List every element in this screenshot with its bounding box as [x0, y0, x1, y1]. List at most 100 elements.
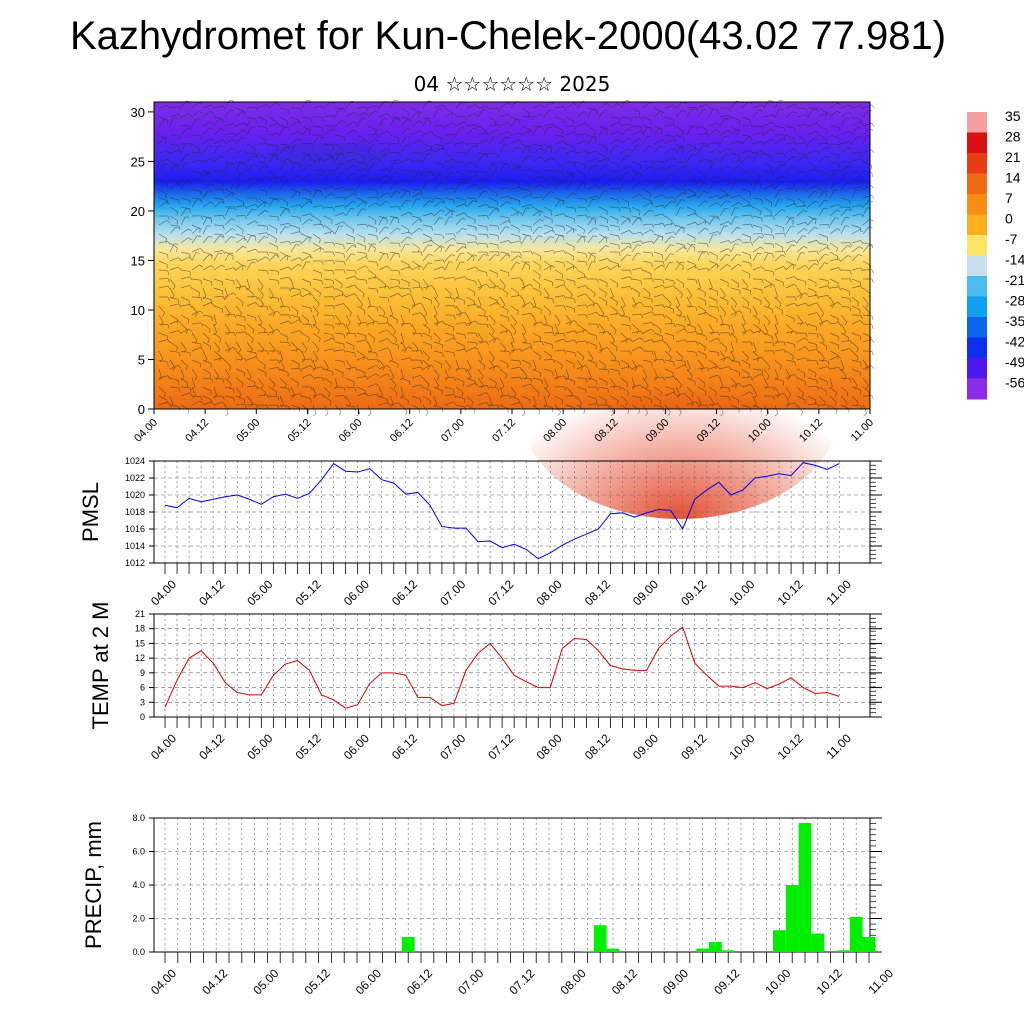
ytick-label: 3	[140, 697, 145, 707]
ytick-label: 1016	[125, 524, 145, 534]
ytick-label: 9	[140, 668, 145, 678]
colorbar-swatch	[967, 276, 987, 297]
ytick-label: 15	[135, 638, 145, 648]
colorbar-label: -56	[1005, 375, 1024, 391]
xtick-label: 07.00	[437, 731, 468, 762]
colorbar-label: -21	[1005, 272, 1024, 288]
xtick-label: 07.12	[485, 731, 516, 762]
heatmap-ytick-label: 25	[131, 154, 145, 169]
colorbar-swatch	[967, 235, 987, 256]
xtick-label: 11.00	[865, 966, 896, 997]
xtick-label: 08.00	[534, 731, 565, 762]
colorbar-swatch	[967, 194, 987, 215]
xtick-label: 04.12	[196, 577, 227, 608]
xtick-label: 04.00	[148, 731, 179, 762]
precip-bar	[696, 948, 709, 952]
colorbar-swatch	[967, 132, 987, 154]
xtick-label: 05.12	[293, 731, 324, 762]
xtick-label: 10.12	[775, 577, 806, 608]
xtick-label: 04.00	[148, 966, 179, 997]
xtick-label: 06.12	[389, 731, 420, 762]
panel-frame	[153, 613, 871, 718]
ytick-label: 1018	[125, 507, 145, 517]
xtick-label: 09.12	[678, 731, 709, 762]
precip-bar	[401, 936, 415, 952]
wind-barbs	[158, 99, 875, 417]
panel-frame	[153, 460, 871, 564]
precip-bar	[785, 885, 799, 952]
heatmap-xtick-label: 04.12	[183, 417, 211, 445]
precip-bar	[721, 950, 735, 952]
xtick-label: 09.12	[678, 577, 709, 608]
colorbar-swatch	[967, 378, 987, 400]
xtick-label: 04.12	[196, 731, 227, 762]
panel-frame	[153, 817, 871, 953]
xtick-label: 08.12	[582, 577, 613, 608]
colorbar-swatch	[967, 153, 987, 174]
xtick-label: 07.00	[437, 577, 468, 608]
xtick-label: 04.12	[199, 966, 230, 997]
colorbar-swatch	[967, 255, 987, 277]
precip-bar	[862, 936, 876, 952]
ytick-label: 6.0	[132, 847, 145, 857]
xtick-label: 08.00	[558, 966, 589, 997]
xtick-label: 08.12	[609, 966, 640, 997]
colorbar-label: -28	[1005, 293, 1024, 309]
ytick-label: 12	[135, 653, 145, 663]
xtick-label: 05.12	[293, 577, 324, 608]
ytick-label: 1014	[125, 541, 145, 551]
xtick-label: 07.00	[455, 966, 486, 997]
ytick-label: 0	[140, 712, 145, 722]
heatmap-ytick-label: 15	[131, 253, 145, 268]
precip-bar	[593, 925, 607, 952]
precip-bar	[849, 916, 863, 952]
xtick-label: 08.00	[534, 577, 565, 608]
xtick-label: 06.00	[341, 731, 372, 762]
xtick-label: 06.00	[353, 966, 384, 997]
precip-bar	[581, 951, 594, 952]
chart-subtitle: 04 ☆☆☆☆☆☆ 2025	[413, 72, 611, 96]
colorbar-label: 28	[1005, 129, 1021, 145]
xtick-label: 05.12	[302, 966, 333, 997]
colorbar-label: -42	[1005, 334, 1024, 350]
heatmap-xtick-label: 11.00	[849, 417, 876, 444]
xtick-label: 09.00	[630, 731, 661, 762]
heatmap-xtick-label: 05.00	[234, 417, 262, 445]
xtick-label: 06.12	[404, 966, 435, 997]
heatmap-xtick-label: 06.00	[337, 417, 365, 445]
colorbar-label: 14	[1005, 170, 1021, 186]
ytick-label: 1012	[125, 558, 145, 568]
y-axis-label: TEMP at 2 M	[88, 602, 113, 730]
y-axis-label: PMSL	[78, 482, 103, 542]
precip-bar	[837, 950, 850, 952]
xtick-label: 10.12	[775, 731, 806, 762]
xtick-label: 07.12	[485, 577, 516, 608]
xtick-label: 06.00	[341, 577, 372, 608]
ytick-label: 21	[135, 609, 145, 619]
heatmap-xtick-label: 05.12	[286, 417, 314, 445]
precip-bar	[811, 933, 825, 952]
xtick-label: 05.00	[244, 731, 275, 762]
xtick-label: 11.00	[823, 731, 854, 762]
heatmap-ytick-label: 20	[131, 204, 145, 219]
ytick-label: 1020	[125, 490, 145, 500]
ytick-label: 8.0	[132, 813, 145, 823]
xtick-label: 10.00	[726, 577, 757, 608]
xtick-label: 09.00	[660, 966, 691, 997]
colorbar-swatch	[967, 296, 987, 318]
colorbar-swatch	[967, 214, 987, 236]
xtick-label: 06.12	[389, 577, 420, 608]
colorbar-label: -7	[1005, 231, 1018, 247]
heatmap-xtick-label: 06.12	[388, 417, 416, 445]
precip-bar	[798, 823, 812, 952]
colorbar-swatch	[967, 337, 987, 359]
ytick-label: 18	[135, 624, 145, 634]
ytick-label: 1022	[125, 473, 145, 483]
colorbar-label: 35	[1005, 108, 1021, 124]
xtick-label: 09.12	[711, 966, 742, 997]
heatmap-ytick-label: 5	[138, 352, 145, 367]
ytick-label: 0.0	[132, 947, 145, 957]
xtick-label: 10.12	[814, 966, 845, 997]
xtick-label: 09.00	[630, 577, 661, 608]
